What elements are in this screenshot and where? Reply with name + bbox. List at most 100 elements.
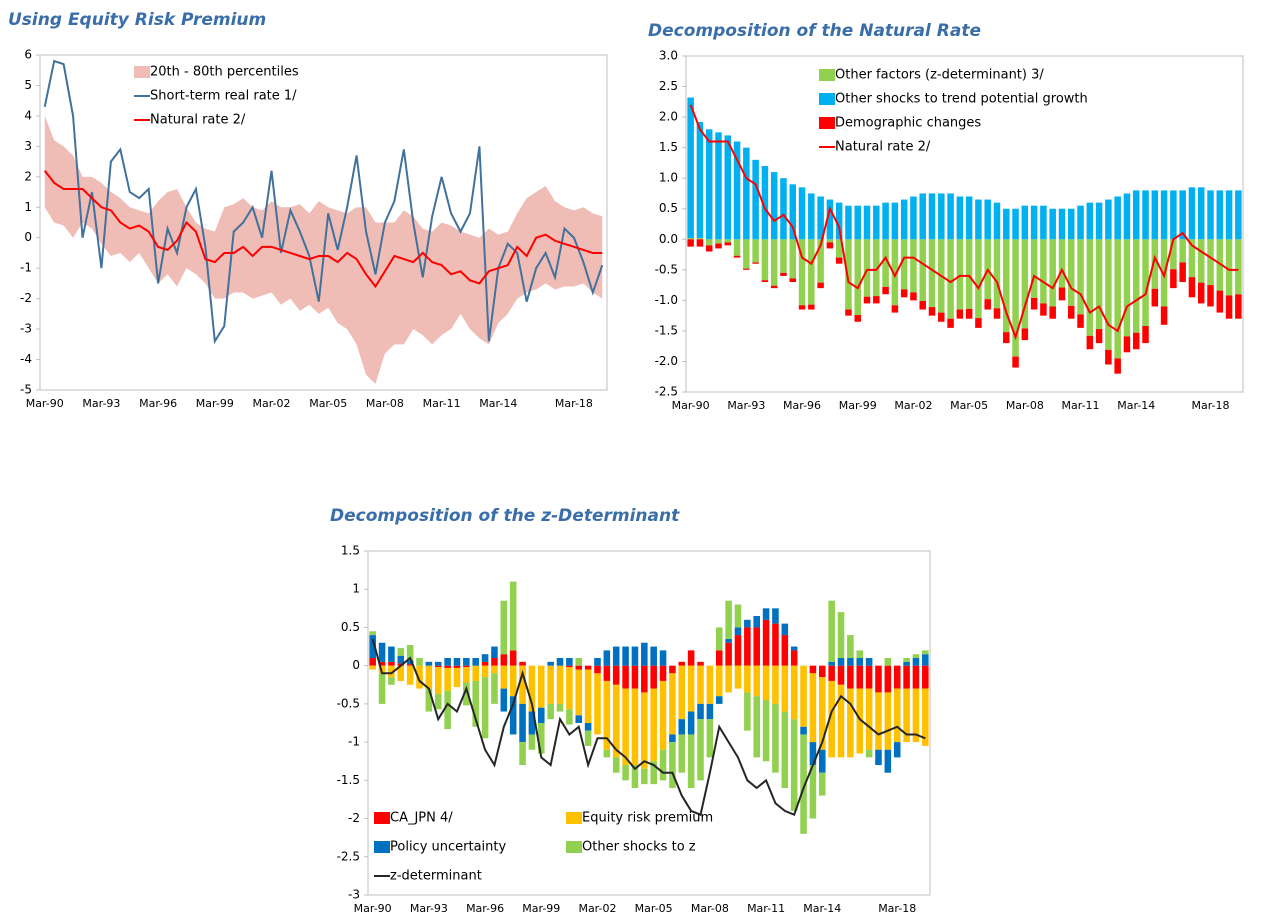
bar [1049,208,1056,240]
bar [434,693,442,710]
bar [575,665,583,670]
bar [743,147,750,240]
bar [631,688,639,766]
bar [910,239,917,293]
bar [1105,199,1112,240]
bar [912,688,920,743]
bar [789,239,797,279]
bar [744,692,751,731]
bar [538,723,545,754]
y-tick-label: 1.0 [659,171,678,185]
legend-swatch [374,841,390,853]
bar [753,696,760,758]
bar [835,257,843,264]
bar [845,239,852,310]
bar [388,677,395,685]
bar [856,665,864,689]
chart: Decomposition of the Natural Rate -2.5 -2.… [648,21,1244,412]
bar [922,654,929,666]
bar [1188,187,1196,240]
bar [641,665,648,693]
legend-swatch [374,812,390,824]
bar [556,658,564,666]
bar [519,665,526,704]
bar [809,665,817,674]
bar [873,239,880,297]
bar [770,239,778,286]
legend-label: Equity risk premium [582,811,713,826]
bar [594,673,601,735]
y-tick-label: -1.5 [655,323,678,337]
bar [800,665,807,727]
bar [1160,306,1168,325]
y-tick-label: 1 [352,582,360,596]
bar [863,239,871,297]
legend-label: 20th - 80th percentiles [150,65,299,80]
bar [1021,239,1029,329]
bar [900,239,908,290]
bar [687,711,695,735]
x-tick-label: Mar-02 [253,397,291,410]
bar [762,665,770,701]
x-tick-label: Mar-18 [878,902,916,915]
bar [538,665,545,708]
bar [835,202,843,240]
bar [500,600,508,655]
bar [893,742,901,758]
bar [770,172,778,240]
x-tick-label: Mar-93 [82,397,120,410]
bar [406,665,414,685]
bar [1114,358,1121,374]
bar [528,734,536,750]
bar [669,742,676,788]
bar [444,665,451,668]
bar [956,196,964,240]
bar [753,665,760,697]
chart-title: Using Equity Risk Premium [8,10,266,30]
bar [556,703,564,712]
bar [882,202,889,240]
bar [865,658,873,666]
bar [697,661,704,666]
bar [753,615,760,628]
bar [965,239,973,309]
bar [808,239,815,305]
x-tick-label: Mar-96 [783,399,821,412]
plot-frame [685,55,1244,393]
bar [789,184,797,240]
bar [575,669,583,716]
bar [884,692,892,750]
y-tick-label: 3.0 [659,49,678,63]
bar [847,688,854,758]
bar [538,707,545,723]
bar [817,196,824,240]
bar [845,309,852,316]
bar [378,665,386,674]
bar [453,658,461,666]
bar [622,665,629,689]
bar [912,654,920,659]
bar [1216,290,1224,313]
bar [772,703,779,773]
bar [705,239,713,246]
bar [903,661,910,666]
bar [547,661,554,666]
bar [772,623,779,666]
bar [903,658,910,662]
bar [947,239,954,319]
bar [928,307,936,316]
y-tick-label: -2.5 [337,849,360,863]
bar [481,661,489,666]
bar [884,665,892,693]
bar [891,202,899,240]
bar [706,703,714,720]
bar [903,688,910,743]
y-tick-label: -1 [348,735,360,749]
bar [1197,239,1205,283]
x-tick-label: Mar-96 [139,397,177,410]
bar [910,196,917,240]
bar [724,242,732,246]
bar [584,730,592,746]
bar [547,703,554,720]
bar [406,645,414,661]
